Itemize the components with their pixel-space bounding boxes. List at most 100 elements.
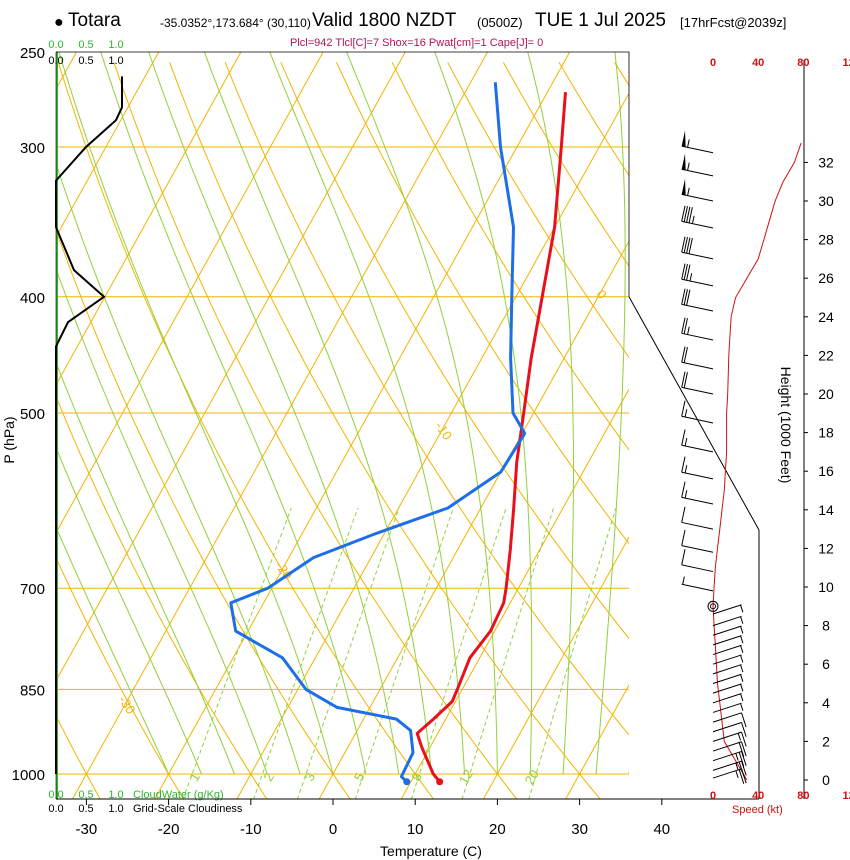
wind-barb-staff bbox=[681, 251, 714, 260]
wind-barb-flag bbox=[681, 205, 686, 222]
wind-barb-staff bbox=[712, 654, 742, 665]
wind-barb bbox=[681, 400, 714, 424]
wind-barb-staff bbox=[681, 386, 714, 395]
valid-time: Valid 1800 NZDT bbox=[312, 10, 457, 31]
cloudwater-label: CloudWater (g/Kg) bbox=[133, 789, 224, 801]
speed-tick-top: 0 bbox=[710, 57, 716, 69]
wind-barb bbox=[681, 576, 714, 592]
moist-adiabat-line bbox=[100, 52, 367, 775]
wind-barb-halfflag bbox=[687, 162, 690, 171]
height-tick-label: 32 bbox=[818, 154, 834, 170]
wind-barb-flag bbox=[686, 264, 691, 281]
cloud-profile-line bbox=[55, 76, 123, 774]
mixing-ratio-line bbox=[296, 507, 400, 799]
x-tick-label: 30 bbox=[571, 821, 588, 838]
isotherm-line bbox=[56, 52, 242, 386]
wind-barb-halfflag bbox=[682, 576, 685, 585]
wind-barb bbox=[681, 549, 714, 573]
wind-barb-flag bbox=[681, 429, 686, 446]
wind-barb bbox=[681, 481, 714, 505]
wind-speed-line bbox=[712, 142, 802, 781]
wind-barb bbox=[681, 529, 714, 553]
moist-adiabat-line bbox=[203, 52, 433, 775]
cloudiness-tick-bottom: 0.0 bbox=[48, 803, 63, 815]
wind-barb-halfflag bbox=[740, 655, 744, 663]
wind-barb bbox=[712, 722, 747, 737]
wind-barb-staff bbox=[712, 604, 742, 615]
station-marker-icon: ● bbox=[54, 14, 64, 31]
mixing-ratio-label: 5 bbox=[351, 770, 368, 784]
wind-barb-flag bbox=[681, 236, 686, 253]
cloudwater-tick-top: 0.5 bbox=[78, 39, 93, 51]
forecast-info: [17hrFcst@2039z] bbox=[680, 15, 787, 30]
p-tick-label: 700 bbox=[20, 581, 45, 598]
wind-barb-staff bbox=[712, 722, 742, 733]
dry-adiabat-line bbox=[113, 62, 518, 799]
cloudiness-label: Grid-Scale Cloudiness bbox=[133, 803, 243, 815]
cloudiness-tick-bottom: 1.0 bbox=[108, 803, 123, 815]
wind-barb-staff bbox=[681, 415, 714, 424]
valid-date: TUE 1 Jul 2025 bbox=[535, 10, 666, 31]
wind-barb bbox=[712, 615, 744, 627]
dry-adiabat-line bbox=[280, 62, 629, 640]
wind-barb bbox=[712, 604, 744, 615]
wind-barb-halfflag bbox=[684, 490, 688, 499]
wind-barb-flag bbox=[741, 760, 747, 776]
wind-barb-flag bbox=[683, 237, 688, 253]
speed-tick-top: 12 bbox=[842, 57, 850, 69]
wind-barb bbox=[681, 130, 714, 154]
wind-barb bbox=[681, 506, 714, 530]
height-tick-label: 28 bbox=[818, 232, 834, 248]
wind-barb-halfflag bbox=[687, 326, 690, 335]
wind-barb-staff bbox=[681, 332, 714, 341]
wind-barb-halfflag bbox=[735, 753, 739, 761]
wind-barb-halfflag bbox=[740, 703, 744, 711]
wind-barb-flag bbox=[681, 549, 686, 566]
speed-tick-bottom: 12 bbox=[842, 790, 850, 802]
moist-adiabat-line bbox=[527, 52, 574, 775]
wind-barb-flag bbox=[688, 238, 693, 254]
wind-barb-halfflag bbox=[687, 139, 690, 148]
cloudiness-tick-top: 0.5 bbox=[78, 55, 93, 67]
wind-barb-staff bbox=[712, 712, 742, 723]
height-tick-label: 30 bbox=[818, 193, 834, 209]
wind-barb-staff bbox=[681, 361, 714, 370]
moist-adiabat-line bbox=[56, 360, 235, 775]
moist-adiabat-line bbox=[58, 52, 334, 775]
wind-barb-halfflag bbox=[740, 674, 744, 682]
calm-wind-icon bbox=[707, 600, 719, 612]
wind-barb bbox=[712, 712, 747, 728]
moist-adiabat-line bbox=[56, 267, 268, 775]
p-tick-label: 250 bbox=[20, 45, 45, 62]
height-tick-label: 20 bbox=[818, 386, 834, 402]
cloudwater-tick-top: 1.0 bbox=[108, 39, 123, 51]
isotherm-line bbox=[154, 52, 571, 799]
wind-barb-pennant bbox=[681, 153, 686, 171]
wind-barb-halfflag bbox=[687, 187, 690, 196]
wind-barb bbox=[712, 635, 744, 646]
wind-barb-flag bbox=[683, 206, 688, 222]
sounding-parameters: Plcl=942 Tlcl[C]=7 Shox=16 Pwat[cm]=1 Ca… bbox=[290, 37, 544, 49]
wind-barb-flag bbox=[741, 768, 747, 784]
wind-barb-flag bbox=[681, 346, 686, 363]
isotherm-line bbox=[400, 388, 629, 799]
mixing-ratio-label: 20 bbox=[522, 767, 542, 787]
wind-barb-halfflag bbox=[740, 645, 744, 653]
speed-tick-bottom: 0 bbox=[710, 790, 716, 802]
moist-adiabat-line bbox=[628, 768, 629, 775]
cloudwater-tick-top: 0.0 bbox=[48, 39, 63, 51]
wind-barb-flag bbox=[741, 751, 747, 766]
wind-barb bbox=[712, 683, 744, 694]
wind-barb-halfflag bbox=[684, 465, 688, 474]
wind-barb-staff bbox=[712, 683, 742, 694]
moist-adiabat-line bbox=[346, 52, 498, 774]
dry-adiabat-line bbox=[56, 714, 101, 799]
wind-barb-flag bbox=[741, 741, 747, 757]
moist-adiabat-line bbox=[434, 52, 533, 774]
wind-barb bbox=[712, 693, 744, 704]
wind-barb-staff bbox=[712, 741, 742, 752]
wind-barb bbox=[712, 673, 744, 684]
wind-barb-halfflag bbox=[740, 626, 744, 634]
